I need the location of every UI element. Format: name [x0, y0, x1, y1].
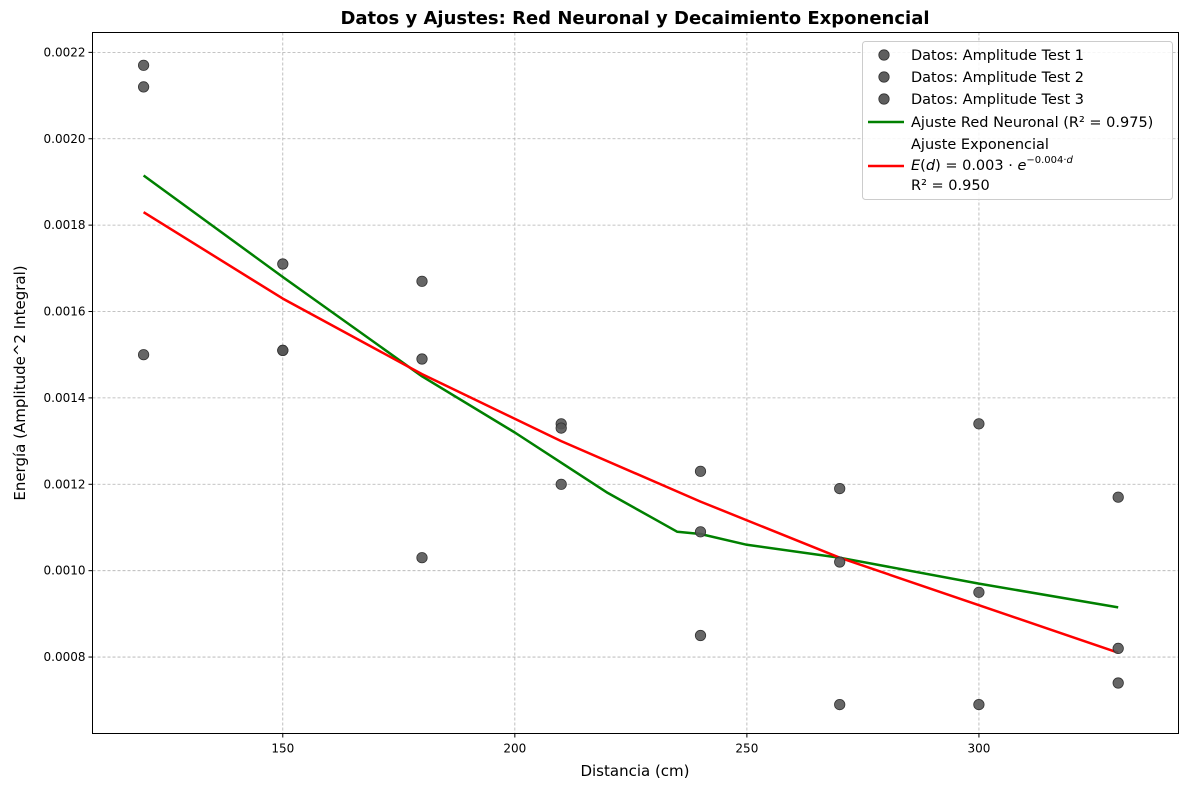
- data-point-test-1: [834, 482, 846, 495]
- legend-label-neural: Ajuste Red Neuronal (R² = 0.975): [911, 115, 1153, 131]
- legend-frame: [862, 41, 1173, 200]
- legend: Datos: Amplitude Test 1 Datos: Amplitude…: [862, 41, 1173, 200]
- data-point-test-3: [277, 344, 289, 356]
- data-point-test-2: [973, 586, 985, 598]
- axis-ticks: 150 200 250 300 0.0008 0.0010 0.0012 0.0014 0.00…: [44, 45, 991, 755]
- legend-formula-exponential: E(d) = 0.003 · e−0.004·d: [911, 155, 1074, 174]
- fit-lines: [142, 174, 1119, 654]
- data-point-test-3: [834, 698, 846, 711]
- x-tick-label: 300: [967, 742, 990, 756]
- data-point-test-3: [138, 349, 150, 361]
- legend-label-test-1: Datos: Amplitude Test 1: [911, 48, 1084, 64]
- data-point-test-3: [555, 478, 567, 490]
- data-point-test-1: [138, 59, 150, 71]
- scatter-points: [138, 59, 1124, 711]
- fit-line-1: [142, 211, 1119, 654]
- x-tick-label: 200: [503, 742, 526, 756]
- data-point-test-2: [834, 556, 846, 568]
- legend-label-test-2: Datos: Amplitude Test 2: [911, 70, 1084, 86]
- y-tick-label: 0.0014: [44, 391, 86, 405]
- legend-marker-test-1: [878, 49, 890, 61]
- data-point-test-2: [555, 422, 567, 434]
- data-point-test-2: [694, 526, 707, 538]
- data-point-test-1: [1112, 491, 1124, 503]
- legend-marker-test-3: [878, 93, 890, 105]
- data-point-test-3: [416, 552, 428, 564]
- x-tick-label: 150: [271, 742, 294, 756]
- data-point-test-1: [973, 418, 985, 430]
- data-point-test-1: [416, 275, 428, 287]
- legend-marker-test-2: [878, 71, 890, 83]
- y-tick-label: 0.0016: [44, 305, 86, 319]
- y-tick-label: 0.0022: [44, 45, 86, 59]
- y-tick-label: 0.0012: [44, 477, 86, 491]
- x-tick-label: 250: [735, 742, 758, 756]
- data-point-test-3: [973, 698, 985, 711]
- chart-title: Datos y Ajustes: Red Neuronal y Decaimie…: [340, 8, 929, 29]
- plot-frame: [92, 32, 1179, 734]
- data-point-test-2: [1112, 642, 1124, 655]
- fit-line-0: [142, 174, 1119, 609]
- legend-label-exponential: Ajuste Exponencial: [911, 137, 1049, 153]
- legend-label-test-3: Datos: Amplitude Test 3: [911, 92, 1084, 108]
- legend-r2-exponential: R² = 0.950: [911, 178, 990, 194]
- data-point-test-3: [694, 629, 707, 642]
- data-point-test-1: [277, 258, 289, 270]
- data-point-test-3: [1112, 677, 1124, 689]
- data-point-test-1: [694, 465, 707, 477]
- data-point-test-2: [416, 353, 428, 365]
- y-tick-label: 0.0020: [44, 132, 86, 146]
- y-tick-label: 0.0010: [44, 564, 86, 578]
- y-tick-label: 0.0008: [44, 650, 86, 664]
- y-axis-label: Energía (Amplitude^2 Integral): [11, 265, 29, 500]
- x-axis-label: Distancia (cm): [580, 762, 689, 780]
- y-tick-label: 0.0018: [44, 218, 86, 232]
- data-point-test-2: [138, 81, 150, 93]
